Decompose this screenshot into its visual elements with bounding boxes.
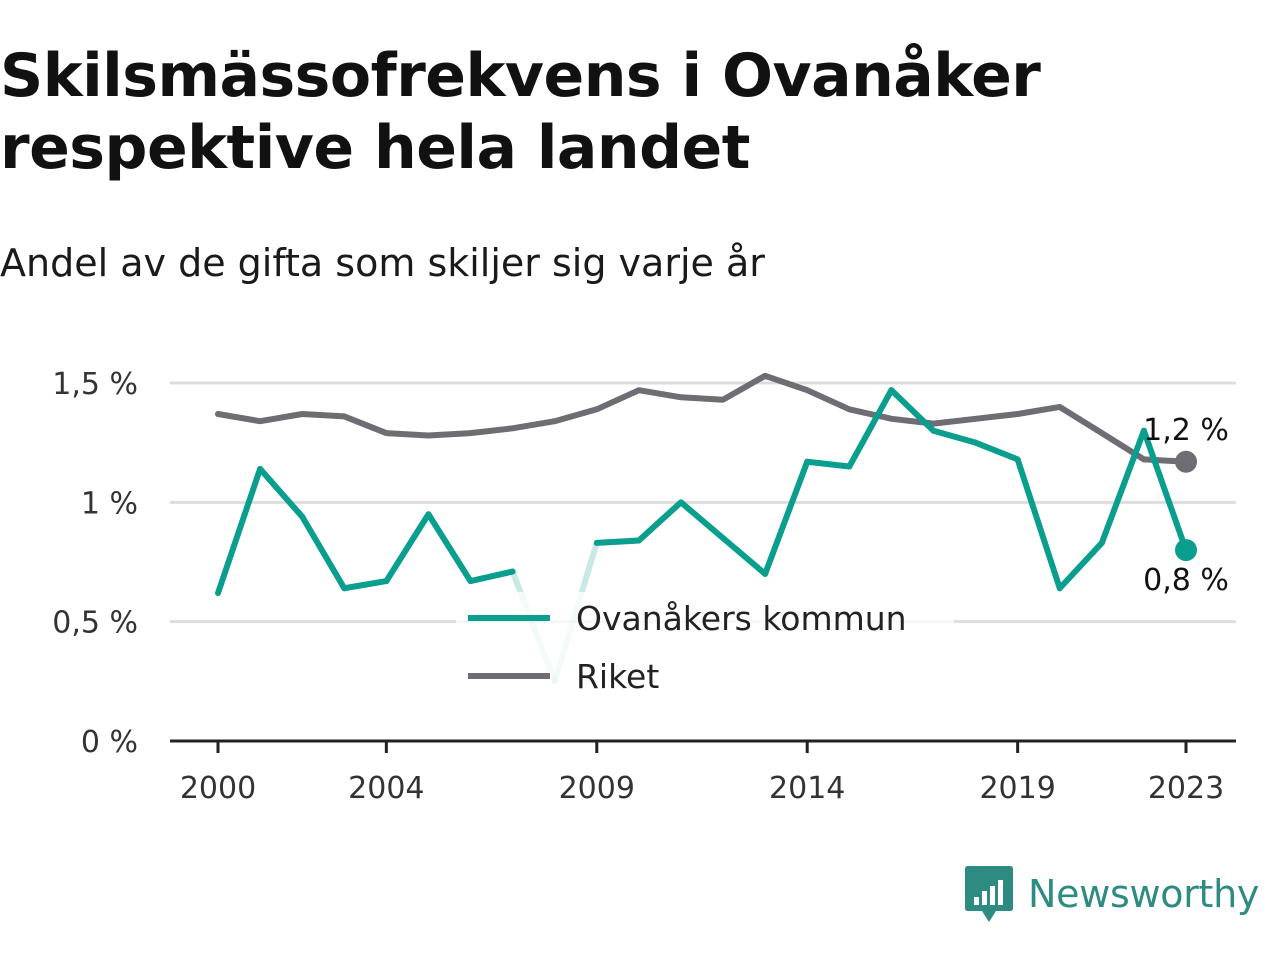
end-dot-riket: [1175, 450, 1197, 473]
logo-text: Newsworthy: [1028, 872, 1260, 916]
series-segment-ovanaker: [804, 458, 853, 470]
series-segment-ovanaker: [425, 511, 474, 585]
newsworthy-logo-icon: [965, 866, 1013, 922]
series-segment-ovanaker: [341, 578, 390, 592]
legend-label-ovanaker: Ovanåkers kommun: [576, 599, 907, 638]
series-segment-ovanaker: [846, 387, 895, 470]
y-tick-label: 1,5 %: [52, 367, 138, 402]
series-segment-ovanaker: [1056, 539, 1105, 592]
series-segment-ovanaker: [930, 427, 979, 446]
x-tick-label: 2019: [979, 771, 1055, 806]
end-dot-ovanaker: [1175, 539, 1197, 562]
newsworthy-logo: Newsworthy: [964, 864, 1259, 924]
series-segment-ovanaker: [635, 499, 684, 544]
y-tick-label: 1 %: [81, 486, 138, 521]
x-tick-label: 2009: [559, 771, 635, 806]
series-line-riket: [215, 372, 1189, 465]
series-segment-ovanaker: [1140, 427, 1189, 554]
series-segment-ovanaker: [593, 537, 642, 546]
series-segment-ovanaker: [1014, 456, 1063, 592]
series-segment-ovanaker: [257, 465, 306, 520]
y-tick-label: 0,5 %: [52, 606, 138, 641]
series-segment-ovanaker: [1098, 427, 1147, 546]
legend-label-riket: Riket: [576, 657, 659, 696]
series-segment-ovanaker: [215, 465, 264, 597]
y-tick-label: 0 %: [81, 725, 138, 760]
series-segment-ovanaker: [888, 387, 937, 434]
series-segment-ovanaker: [720, 535, 769, 577]
x-tick-label: 2000: [180, 771, 256, 806]
chart-subtitle: Andel av de gifta som skiljer sig varje …: [0, 241, 765, 285]
series-segment-ovanaker: [383, 511, 432, 585]
series-segment-ovanaker: [677, 499, 727, 542]
series-segment-ovanaker: [299, 513, 348, 592]
legend-background: [456, 592, 954, 704]
x-tick-label: 2014: [769, 771, 845, 806]
end-label-ovanaker: 0,8 %: [1143, 563, 1229, 598]
chart-title: Skilsmässofrekvens i Ovanåker respektive…: [0, 41, 1041, 183]
x-tick-label: 2023: [1148, 771, 1224, 806]
series-segment-ovanaker: [972, 439, 1021, 463]
x-tick-label: 2004: [348, 771, 424, 806]
series-segment-ovanaker: [762, 458, 811, 577]
series-segment-ovanaker: [467, 568, 516, 585]
end-label-riket: 1,2 %: [1143, 413, 1229, 448]
